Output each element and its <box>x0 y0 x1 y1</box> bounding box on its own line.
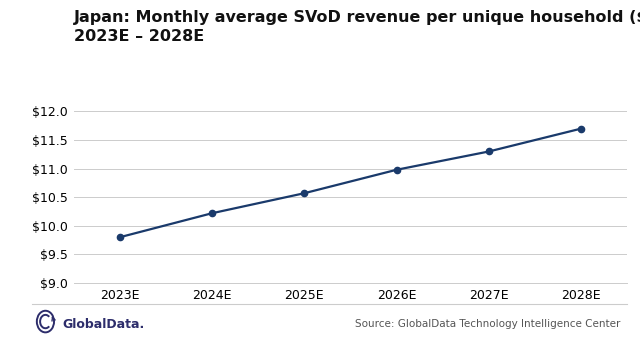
Text: Japan: Monthly average SVoD revenue per unique household ($),
2023E – 2028E: Japan: Monthly average SVoD revenue per … <box>74 10 640 44</box>
FancyArrowPatch shape <box>52 317 55 321</box>
Text: Source: GlobalData Technology Intelligence Center: Source: GlobalData Technology Intelligen… <box>355 319 621 329</box>
Text: GlobalData.: GlobalData. <box>63 318 145 331</box>
